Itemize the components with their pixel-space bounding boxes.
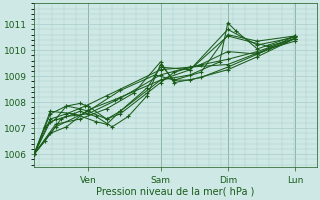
X-axis label: Pression niveau de la mer( hPa ): Pression niveau de la mer( hPa ) bbox=[96, 187, 254, 197]
